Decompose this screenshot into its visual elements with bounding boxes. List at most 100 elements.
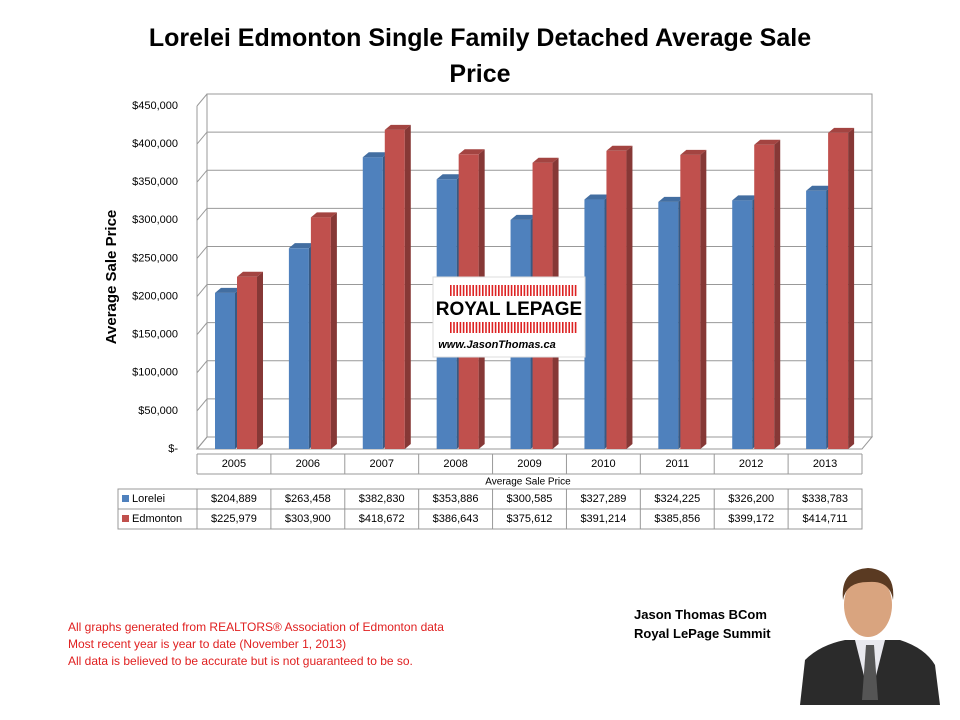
logo-stripe [488, 322, 490, 333]
logo-stripe [488, 285, 490, 296]
logo-stripe [478, 322, 481, 333]
logo-stripe [571, 322, 574, 333]
bar-front [606, 150, 627, 450]
grid-line [196, 398, 872, 412]
bar-top [680, 149, 707, 155]
bar-side [330, 212, 337, 449]
bar-side [626, 145, 633, 450]
bar-side [404, 124, 411, 449]
logo-stripe [501, 322, 503, 333]
bar-side [257, 271, 263, 449]
author-photo [800, 568, 940, 705]
bar-front [828, 132, 849, 449]
logo-stripe [517, 322, 519, 333]
logo-stripe [565, 285, 567, 296]
logo-stripe [472, 322, 474, 333]
logo-stripe [475, 322, 478, 333]
logo-stripe [526, 285, 529, 296]
logo-url: www.JasonThomas.ca [438, 339, 556, 351]
bar-front [215, 292, 235, 449]
bar-front [584, 199, 605, 449]
logo-stripe [459, 285, 462, 296]
data-label: $204,889 [211, 493, 257, 505]
bar-front [754, 144, 775, 449]
grid-line [196, 131, 872, 145]
y-tick-label: $100,000 [132, 367, 178, 379]
logo-stripe [530, 322, 532, 333]
logo-stripe [494, 285, 497, 296]
logo-stripe [533, 322, 535, 333]
logo-stripe [565, 322, 567, 333]
logo-stripe [504, 322, 506, 333]
logo-stripe [469, 322, 471, 333]
logo-stripe [571, 285, 574, 296]
logo-stripe [456, 322, 458, 333]
x-tick-label: 2013 [813, 458, 837, 470]
logo-stripe [514, 285, 516, 296]
x-tick-label: 2011 [665, 458, 689, 470]
grid-line [196, 436, 872, 450]
logo-stripe [549, 285, 551, 296]
bar-side [848, 127, 855, 449]
logo-stripe [539, 285, 542, 296]
data-label: $263,458 [285, 493, 331, 505]
y-tick-label: $400,000 [132, 138, 178, 150]
logo-stripe [450, 285, 452, 296]
grid-line [196, 93, 872, 107]
x-axis-label: Average Sale Price [485, 477, 571, 488]
logo-stripe [510, 322, 513, 333]
logo-stripe [549, 322, 551, 333]
logo-stripe [462, 285, 465, 296]
bar-top [458, 149, 485, 155]
bar-top [658, 196, 685, 202]
data-label: $303,900 [285, 513, 331, 525]
data-label: $418,672 [359, 513, 405, 525]
bar [384, 124, 411, 449]
bar [680, 149, 707, 450]
logo-stripe [536, 322, 538, 333]
bar-top [362, 152, 389, 158]
bar [310, 212, 337, 449]
legend-label: Edmonton [132, 513, 182, 525]
bar-top [532, 157, 559, 163]
bar-top [606, 145, 633, 151]
y-tick-label: $450,000 [132, 100, 178, 112]
logo-stripe [520, 322, 522, 333]
legend-label: Lorelei [132, 493, 165, 505]
logo-stripe [472, 285, 474, 296]
logo-stripe [568, 285, 570, 296]
logo-stripe [514, 322, 516, 333]
bar-top [754, 139, 781, 145]
logo-brand: ROYAL LEPAGE [436, 299, 582, 320]
data-label: $300,585 [507, 493, 553, 505]
legend-swatch [122, 495, 129, 502]
logo-stripe [555, 322, 558, 333]
logo-stripe [501, 285, 503, 296]
bar-front [362, 157, 383, 449]
y-tick-label: $250,000 [132, 252, 178, 264]
data-label: $225,979 [211, 513, 257, 525]
logo-stripe [507, 322, 510, 333]
bar-front [288, 248, 309, 449]
logo-stripe [453, 285, 455, 296]
logo-stripe [555, 285, 558, 296]
photo-head [844, 573, 892, 637]
logo-stripe [491, 285, 494, 296]
data-label: $353,886 [433, 493, 479, 505]
bar [828, 127, 855, 449]
bar-top [237, 271, 263, 277]
bar [606, 145, 633, 450]
footnote: Most recent year is year to date (Novemb… [68, 637, 347, 651]
logo-stripe [546, 285, 548, 296]
author-name: Jason Thomas BCom [634, 607, 767, 622]
logo-stripe [523, 322, 526, 333]
logo-stripe [459, 322, 462, 333]
logo-stripe [466, 322, 468, 333]
logo-stripe [450, 322, 452, 333]
logo-stripe [482, 285, 484, 296]
bar-front [310, 217, 331, 449]
bar-front [732, 200, 753, 449]
grid-line [196, 207, 872, 221]
